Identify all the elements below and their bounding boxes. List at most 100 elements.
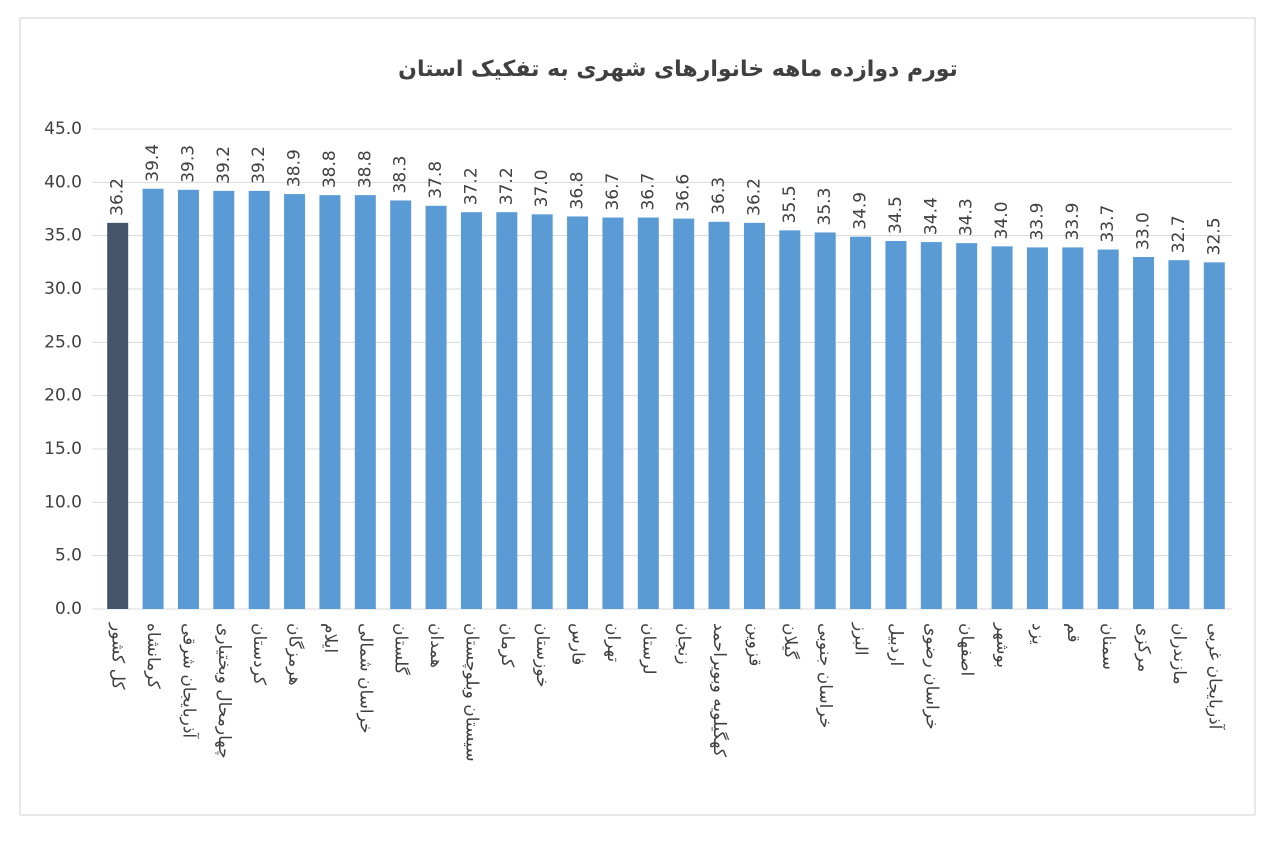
bar (1168, 260, 1190, 609)
x-tick-label: چهارمحال وبختیاری (214, 623, 234, 759)
value-label: 34.3 (957, 198, 977, 236)
x-tick-label: یزد (1027, 623, 1047, 645)
value-label: 36.8 (568, 172, 588, 210)
value-label: 33.7 (1098, 205, 1118, 243)
value-label: 37.8 (426, 161, 446, 199)
bar (814, 232, 836, 609)
value-label: 36.7 (638, 173, 658, 211)
y-tick-label: 45.0 (44, 119, 82, 139)
x-tick-label: خراسان شمالی (355, 623, 375, 734)
value-label: 38.9 (285, 149, 305, 187)
x-tick-label: زنجان (674, 623, 694, 665)
y-tick-label: 5.0 (55, 546, 82, 566)
x-tick-label: ایلام (320, 623, 340, 653)
chart-title: تورم دوازده ماهه خانوارهای شهری به تفکیک… (398, 57, 958, 82)
bar (284, 194, 306, 610)
y-tick-label: 40.0 (44, 172, 82, 192)
bar (142, 188, 164, 609)
bar (920, 242, 942, 610)
x-tick-label: مازندران (1169, 623, 1189, 685)
bar (107, 222, 129, 609)
value-label: 36.7 (603, 173, 623, 211)
x-tick-label: کرمانشاه (143, 623, 163, 690)
x-tick-label: خوزستان (532, 623, 552, 688)
x-tick-label: هرمزگان (285, 623, 306, 686)
value-label: 32.5 (1204, 217, 1224, 255)
value-label: 37.2 (461, 167, 481, 205)
value-label: 34.9 (851, 192, 871, 230)
bar (991, 246, 1013, 610)
x-tick-label: آذربایجان غربی (1204, 623, 1226, 731)
x-tick-label: قزوین (744, 623, 764, 666)
bar (496, 212, 518, 609)
value-label: 39.3 (178, 145, 198, 183)
bar (354, 195, 376, 609)
x-tick-label: سیستان وبلوچستان (461, 623, 481, 762)
x-tick-label: کل کشور (108, 622, 128, 691)
x-tick-label: خراسان رضوی (921, 623, 941, 730)
x-tick-label: لرستان (638, 623, 658, 675)
value-label: 39.2 (214, 146, 234, 184)
value-label: 36.2 (108, 178, 128, 216)
value-label: 34.4 (921, 197, 941, 235)
value-label: 36.2 (744, 178, 764, 216)
bar (1026, 247, 1048, 609)
value-label: 33.9 (1027, 203, 1047, 241)
value-label: 34.0 (992, 201, 1012, 239)
bar (743, 222, 765, 609)
x-tick-label: تهران (603, 623, 623, 662)
x-tick-label: البرز (851, 622, 871, 656)
value-label: 33.9 (1063, 203, 1083, 241)
value-label: 35.5 (780, 185, 800, 223)
bar (1097, 249, 1119, 610)
x-tick-label: آذربایجان شرقی (178, 623, 200, 739)
x-tick-label: اردبیل (886, 623, 906, 666)
bar (885, 241, 907, 609)
y-tick-label: 15.0 (44, 439, 82, 459)
x-tick-label: کرمان (497, 623, 517, 668)
bar (1062, 247, 1084, 609)
x-tick-label: سمنان (1098, 623, 1118, 670)
x-tick-label: خراسان جنوبی (815, 623, 835, 728)
x-tick-label: کردستان (249, 623, 269, 686)
bar (850, 236, 872, 609)
value-label: 38.3 (391, 156, 411, 194)
bar (779, 230, 801, 610)
value-label: 38.8 (355, 150, 375, 188)
bar (956, 243, 978, 609)
x-tick-label: فارس (568, 623, 588, 665)
value-label: 36.3 (709, 177, 729, 215)
value-label: 38.8 (320, 150, 340, 188)
y-tick-label: 20.0 (44, 386, 82, 406)
x-tick-label: گلستان (391, 623, 412, 676)
value-label: 37.2 (497, 167, 517, 205)
bar (673, 218, 695, 609)
value-label: 36.6 (674, 174, 694, 212)
y-tick-label: 35.0 (44, 226, 82, 246)
bar (1203, 262, 1225, 609)
bar (319, 195, 341, 609)
value-label: 39.4 (143, 144, 163, 182)
x-tick-label: همدان (426, 623, 446, 668)
bar (708, 221, 730, 610)
x-tick-label: قم (1063, 623, 1083, 642)
value-label: 34.5 (886, 196, 906, 234)
x-tick-label: مرکزی (1134, 623, 1154, 672)
y-tick-label: 25.0 (44, 332, 82, 352)
y-tick-label: 30.0 (44, 279, 82, 299)
bar (1133, 257, 1155, 609)
bar (460, 212, 482, 609)
value-label: 39.2 (249, 146, 269, 184)
x-tick-label: بوشهر (992, 622, 1012, 668)
bar (567, 216, 589, 609)
y-tick-label: 0.0 (55, 599, 82, 619)
value-label: 37.0 (532, 169, 552, 207)
y-tick-label: 10.0 (44, 492, 82, 512)
value-label: 33.0 (1134, 212, 1154, 250)
bar (177, 189, 199, 610)
bar (213, 190, 235, 609)
x-tick-label: اصفهان (957, 623, 977, 676)
bar (602, 217, 624, 610)
bar (248, 190, 270, 609)
